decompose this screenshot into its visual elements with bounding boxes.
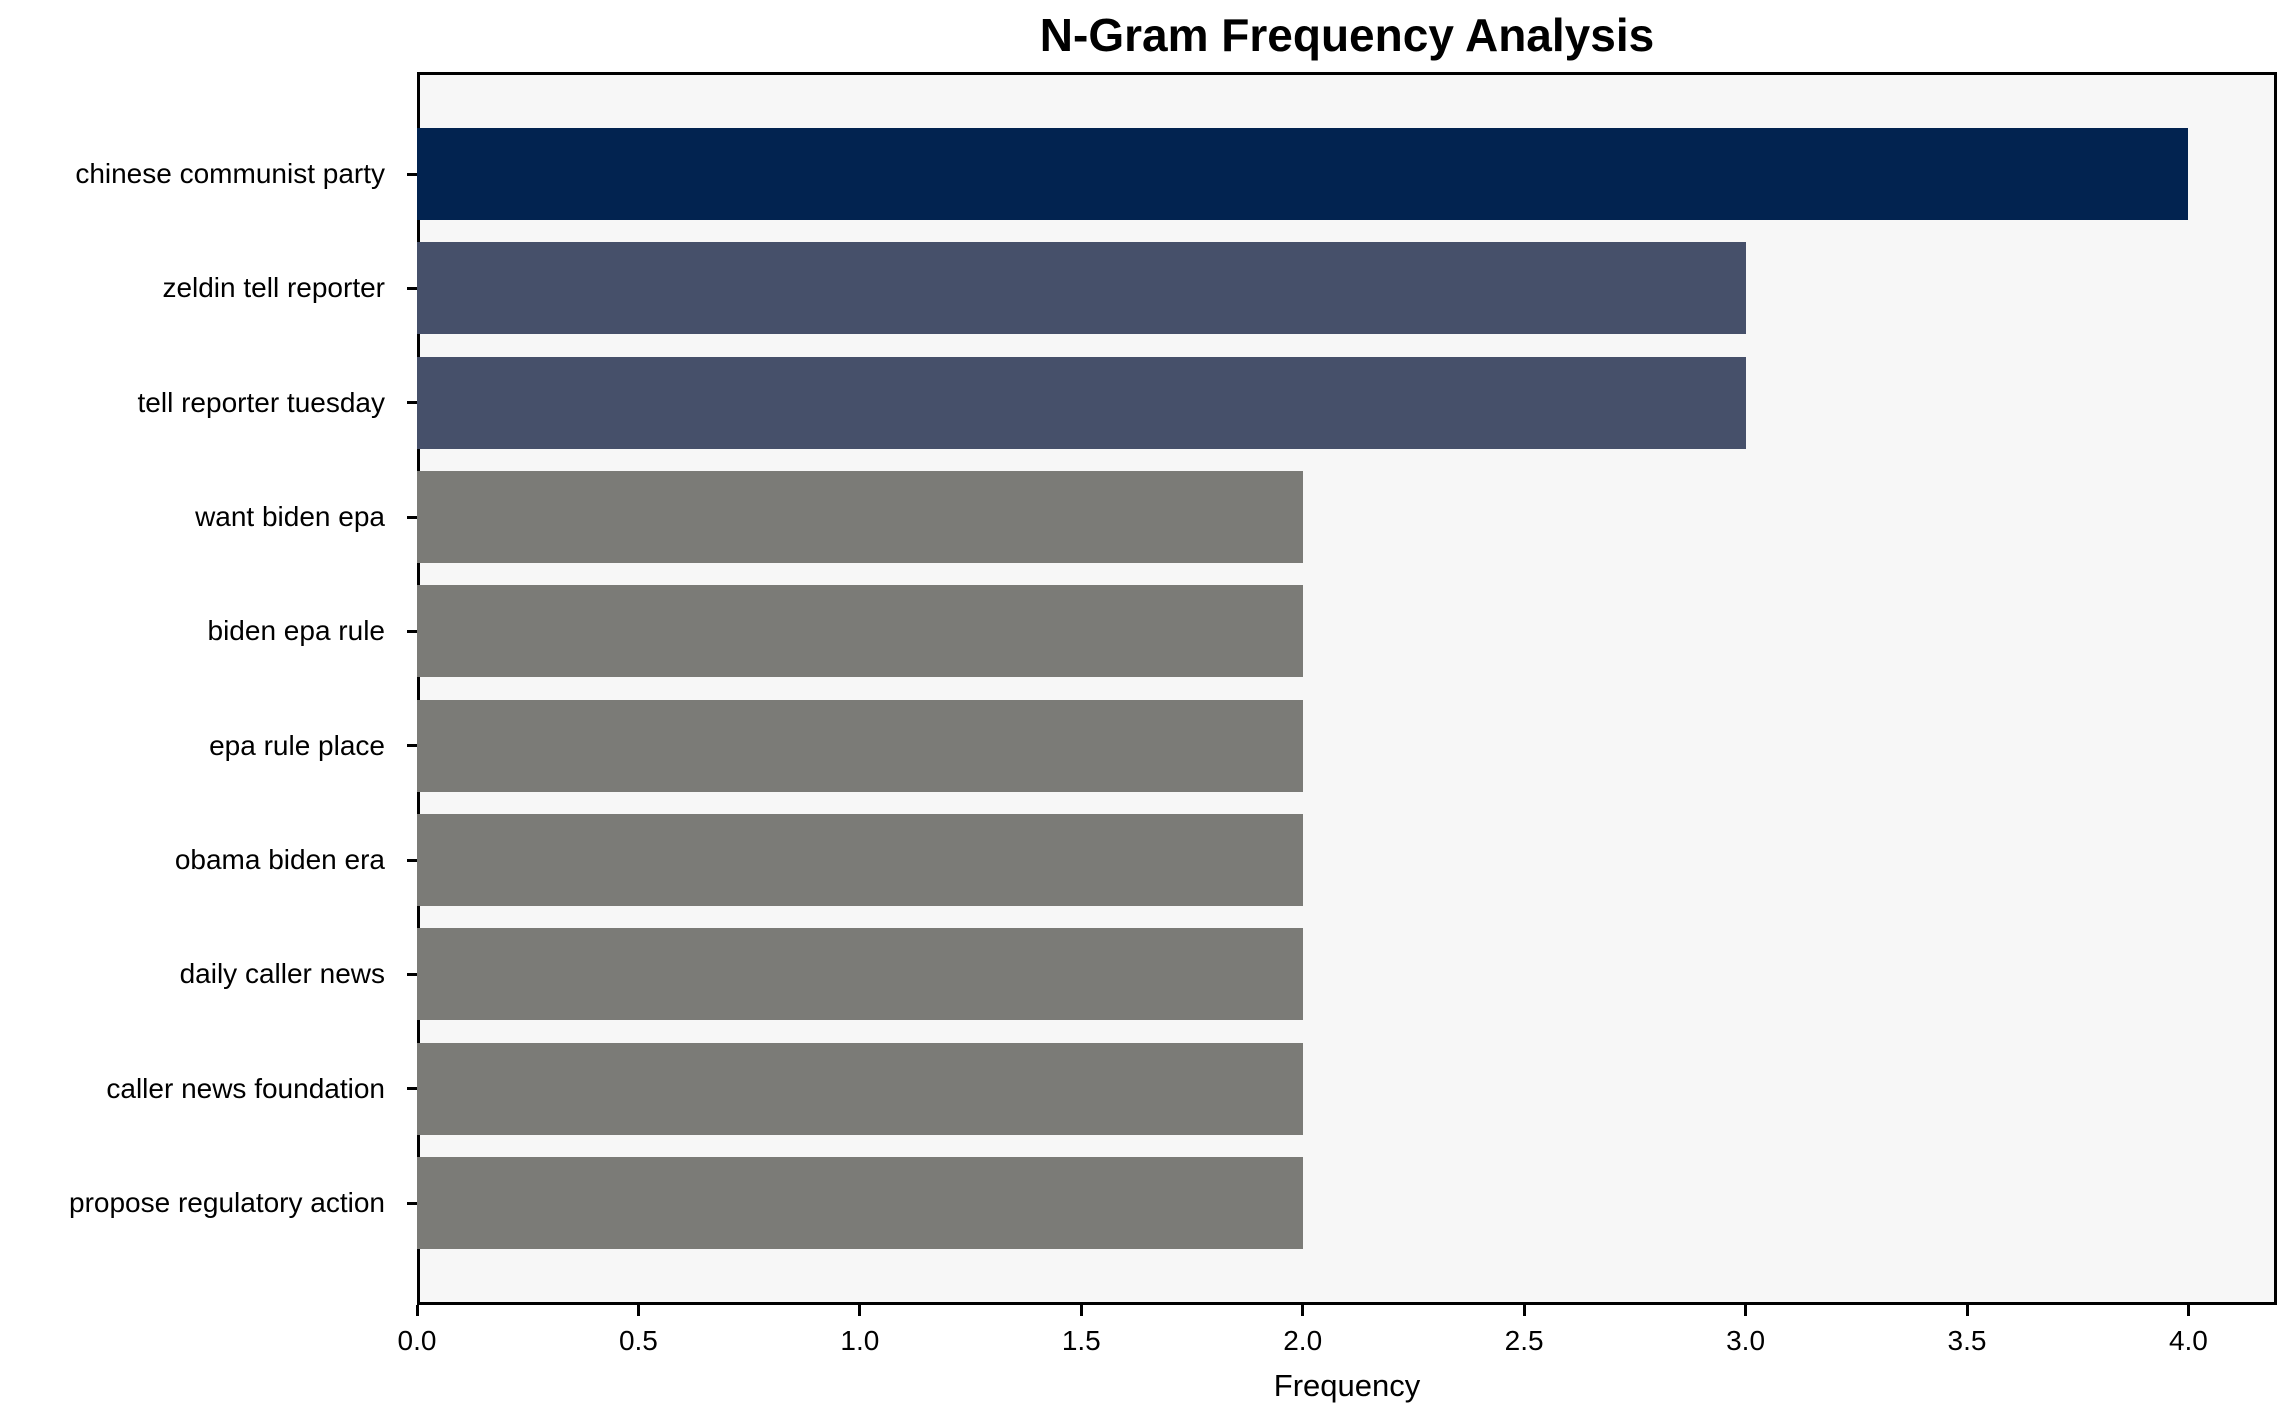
x-tick-label: 2.5 (1504, 1325, 1544, 1356)
y-tick-mark (407, 401, 417, 405)
bar (417, 242, 1746, 335)
y-tick-mark (407, 172, 417, 176)
x-tick-mark (415, 1305, 419, 1316)
x-axis-label: Frequency (1273, 1368, 1421, 1403)
y-tick-mark (407, 744, 417, 748)
bar (417, 699, 1303, 792)
y-tick-mark (407, 286, 417, 290)
x-tick-label: 0.0 (397, 1325, 437, 1356)
y-tick-label: daily caller news (179, 958, 385, 990)
bar (417, 356, 1746, 449)
bar (417, 585, 1303, 678)
y-tick-label: chinese communist party (75, 158, 385, 189)
y-tick-mark (407, 1087, 417, 1091)
y-tick-mark (407, 1201, 417, 1205)
bar (417, 814, 1303, 906)
bar (417, 928, 1303, 1021)
y-tick-mark (407, 515, 417, 519)
x-tick-label: 3.5 (1947, 1325, 1987, 1356)
y-tick-mark (407, 972, 417, 976)
x-tick-mark (1744, 1305, 1748, 1316)
x-tick-mark (1965, 1305, 1969, 1316)
y-tick-mark (407, 858, 417, 862)
x-tick-mark (1301, 1305, 1305, 1316)
y-tick-label: propose regulatory action (69, 1187, 385, 1218)
y-tick-label: caller news foundation (106, 1072, 385, 1104)
x-tick-mark (636, 1305, 640, 1316)
y-tick-label: tell reporter tuesday (137, 386, 385, 418)
bar (417, 1042, 1303, 1135)
x-tick-label: 2.0 (1283, 1325, 1323, 1356)
y-tick-label: epa rule place (209, 729, 385, 761)
y-tick-label: want biden epa (195, 501, 385, 532)
x-tick-label: 0.5 (618, 1325, 658, 1356)
x-tick-mark (858, 1305, 862, 1316)
y-tick-label: biden epa rule (207, 615, 385, 647)
x-tick-label: 1.5 (1061, 1325, 1101, 1356)
y-tick-label: zeldin tell reporter (162, 272, 385, 304)
x-tick-mark (1079, 1305, 1083, 1316)
bar (417, 471, 1303, 563)
x-tick-mark (2186, 1305, 2190, 1316)
x-tick-mark (1522, 1305, 1526, 1316)
y-tick-label: obama biden era (174, 844, 385, 875)
y-tick-mark (407, 629, 417, 633)
x-tick-label: 3.0 (1726, 1325, 1766, 1356)
chart-title: N-Gram Frequency Analysis (1039, 9, 1655, 61)
x-tick-label: 4.0 (2168, 1325, 2208, 1356)
bar (417, 1157, 1303, 1249)
x-tick-label: 1.0 (840, 1325, 880, 1356)
bar (417, 128, 2189, 220)
